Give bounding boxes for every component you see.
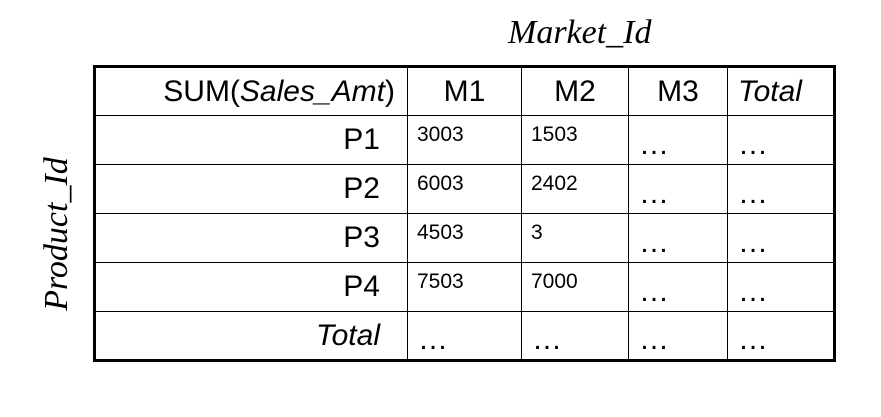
corner-prefix: SUM( — [163, 74, 240, 108]
table-cell: … — [628, 115, 728, 165]
table-cell: … — [628, 164, 728, 214]
column-header-m3: M3 — [628, 66, 728, 116]
corner-measure: Sales_Amt — [239, 74, 385, 108]
column-header-m1: M1 — [407, 66, 522, 116]
table-cell: 3 — [521, 213, 629, 263]
corner-header: SUM(Sales_Amt) — [94, 66, 408, 116]
table-cell: … — [628, 311, 728, 361]
table-cell: … — [521, 311, 629, 361]
table-cell: … — [727, 213, 835, 263]
table-cell: 3003 — [407, 115, 522, 165]
table-cell: … — [727, 262, 835, 312]
column-header-total: Total — [727, 66, 835, 116]
column-header-m2: M2 — [521, 66, 629, 116]
corner-suffix: ) — [385, 74, 395, 108]
table-cell: … — [727, 164, 835, 214]
table-cell: … — [407, 311, 522, 361]
table-cell: 7503 — [407, 262, 522, 312]
table-cell: 7000 — [521, 262, 629, 312]
table-cell: 6003 — [407, 164, 522, 214]
table-row: P4 7503 7000 … … — [94, 262, 835, 312]
table-cell: 1503 — [521, 115, 629, 165]
table-cell: … — [727, 311, 835, 361]
row-label: P3 — [94, 213, 408, 263]
table-cell: … — [727, 115, 835, 165]
total-row: Total … … … … — [94, 311, 835, 361]
row-label: P1 — [94, 115, 408, 165]
row-label: P4 — [94, 262, 408, 312]
row-dimension-label: Product_Id — [38, 157, 75, 311]
table-cell: 2402 — [521, 164, 629, 214]
pivot-table: SUM(Sales_Amt) M1 M2 M3 Total P1 3003 15… — [93, 65, 836, 362]
table-row: P1 3003 1503 … … — [94, 115, 835, 165]
table-cell: 4503 — [407, 213, 522, 263]
table-cell: … — [628, 213, 728, 263]
row-label: P2 — [94, 164, 408, 214]
column-dimension-label: Market_Id — [508, 14, 652, 51]
row-label-total: Total — [94, 311, 408, 361]
table-cell: … — [628, 262, 728, 312]
table-row: P3 4503 3 … … — [94, 213, 835, 263]
table-row: P2 6003 2402 … … — [94, 164, 835, 214]
header-row: SUM(Sales_Amt) M1 M2 M3 Total — [94, 66, 835, 116]
